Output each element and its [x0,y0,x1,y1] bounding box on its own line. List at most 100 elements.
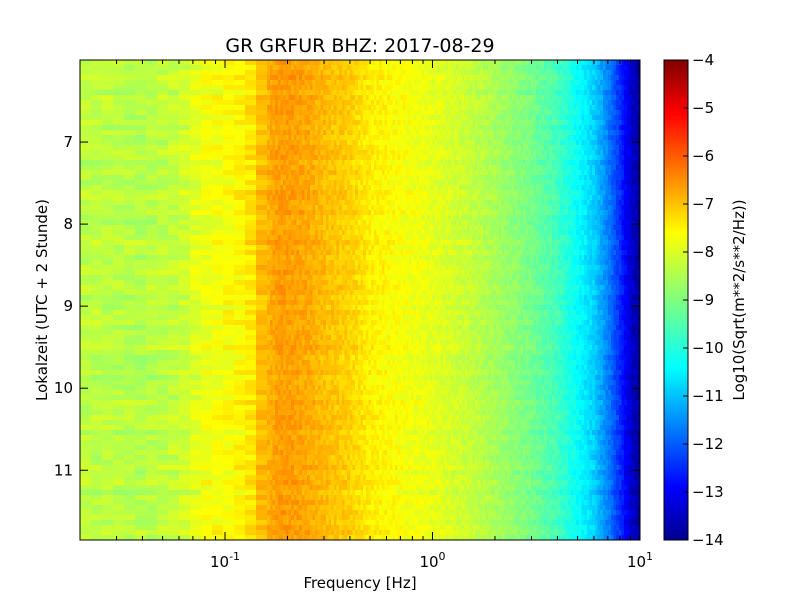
heatmap-cell [223,170,235,176]
heatmap-cell [190,85,202,91]
heatmap-cell [373,95,378,101]
heatmap-cell [339,125,343,131]
heatmap-cell [616,85,620,91]
heatmap-cell [501,115,505,121]
heatmap-cell [357,65,362,71]
heatmap-cell [293,135,298,141]
heatmap-cell [498,175,503,181]
heatmap-cell [632,75,636,81]
heatmap-cell [501,90,505,96]
heatmap-cell [474,170,479,176]
heatmap-cell [245,155,257,161]
heatmap-cell [277,110,282,116]
heatmap-cell [357,100,362,106]
heatmap-cell [234,110,246,116]
heatmap-cell [355,85,359,91]
heatmap-cell [482,60,487,66]
heatmap-cell [157,75,169,81]
heatmap-cell [146,75,158,81]
heatmap-cell [384,150,388,156]
heatmap-cell [411,90,415,96]
heatmap-cell [325,190,330,196]
heatmap-cell [389,165,394,171]
heatmap-cell [179,70,191,76]
heatmap-cell [605,85,609,91]
heatmap-cell [435,75,439,81]
heatmap-cell [613,95,617,101]
heatmap-cell [629,110,633,116]
heatmap-cell [482,105,487,111]
heatmap-cell [355,180,359,186]
heatmap-cell [299,130,303,136]
heatmap-cell [323,175,327,181]
heatmap-cell [440,110,444,116]
heatmap-cell [312,130,316,136]
heatmap-cell [357,90,362,96]
heatmap-cell [124,175,136,181]
heatmap-cell [416,80,420,86]
heatmap-cell [541,140,545,146]
heatmap-cell [400,125,404,131]
heatmap-cell [544,75,548,81]
heatmap-cell [256,80,268,86]
heatmap-cell [632,90,636,96]
heatmap-cell [413,100,417,106]
heatmap-cell [317,180,322,186]
heatmap-cell [637,150,641,156]
chart-title: GR GRFUR BHZ: 2017-08-29 [225,35,494,57]
heatmap-cell [568,190,572,196]
heatmap-cell [201,95,213,101]
heatmap-cell [530,115,535,121]
heatmap-cell [285,185,290,191]
heatmap-cell [405,80,409,86]
heatmap-cell [419,60,423,66]
heatmap-cell [485,105,489,111]
heatmap-cell [490,125,495,131]
heatmap-cell [637,180,641,186]
heatmap-cell [461,170,465,176]
heatmap-cell [570,60,575,66]
heatmap-cell [624,165,628,171]
heatmap-cell [586,180,591,186]
heatmap-cell [578,135,583,141]
heatmap-cell [387,60,391,66]
heatmap-cell [291,120,295,126]
heatmap-cell [312,100,316,106]
heatmap-cell [347,165,351,171]
heatmap-cell [80,190,92,196]
heatmap-cell [443,90,447,96]
heatmap-cell [589,115,593,121]
heatmap-cell [405,85,409,91]
heatmap-cell [482,95,487,101]
heatmap-cell [293,195,298,201]
heatmap-cell [408,70,412,76]
heatmap-cell [344,160,348,166]
heatmap-cell [533,115,537,121]
heatmap-cell [179,75,191,81]
heatmap-cell [376,190,380,196]
heatmap-cell [212,80,224,86]
heatmap-cell [597,95,601,101]
heatmap-cell [586,90,591,96]
heatmap-cell [301,65,306,71]
heatmap-cell [201,65,213,71]
heatmap-cell [379,130,383,136]
heatmap-cell [517,155,521,161]
heatmap-cell [506,135,511,141]
heatmap-cell [613,145,617,151]
heatmap-cell [490,140,495,146]
heatmap-cell [91,110,103,116]
heatmap-cell [317,150,322,156]
heatmap-cell [309,180,314,186]
heatmap-cell [256,215,268,221]
heatmap-cell [80,70,92,76]
heatmap-cell [456,190,460,196]
heatmap-cell [536,170,540,176]
heatmap-cell [80,165,92,171]
heatmap-cell [432,60,436,66]
heatmap-cell [272,130,276,136]
heatmap-cell [520,185,524,191]
heatmap-cell [445,165,449,171]
heatmap-cell [357,115,362,121]
heatmap-cell [613,70,617,76]
